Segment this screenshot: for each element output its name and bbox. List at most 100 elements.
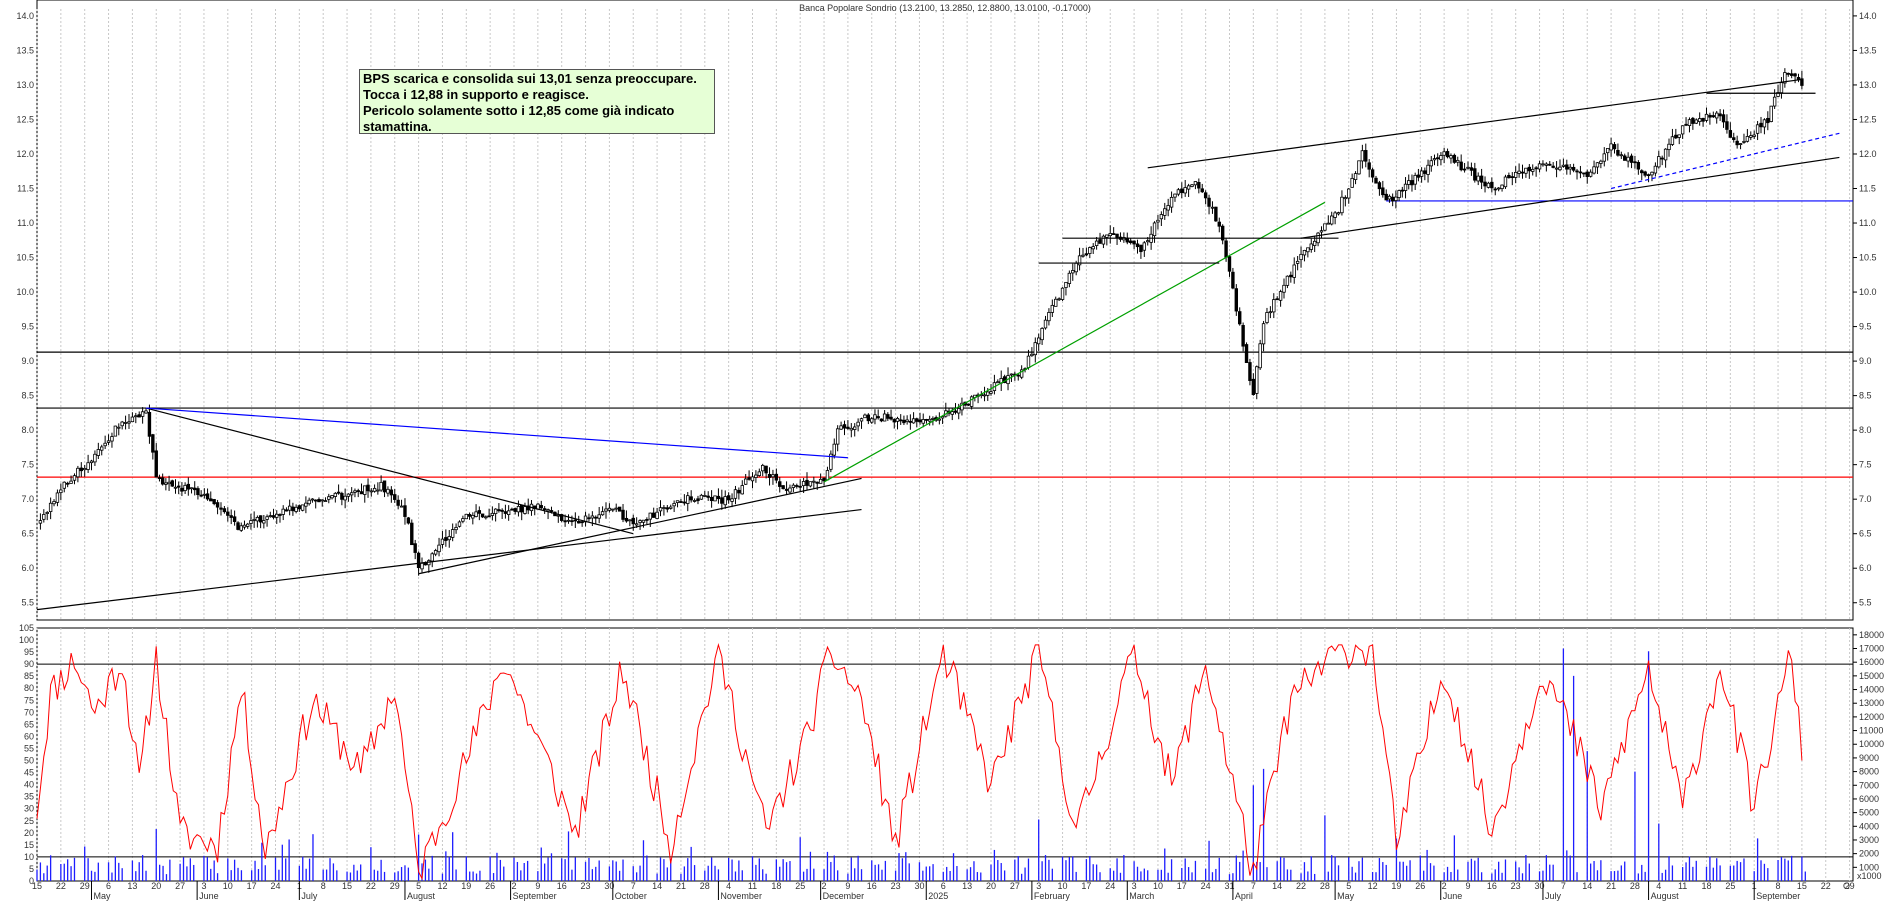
candle-body	[1176, 189, 1181, 195]
candle-body	[317, 499, 321, 503]
x-day-tick: 20	[986, 881, 996, 891]
candle-body	[669, 506, 673, 509]
candle-body	[399, 505, 404, 508]
candle-body	[1340, 196, 1344, 214]
x-day-tick: 21	[676, 881, 686, 891]
x-day-tick: 13	[962, 881, 972, 891]
candle-body	[1064, 281, 1068, 288]
candle-body	[1152, 222, 1157, 237]
candle-body	[516, 506, 521, 513]
candle-body	[366, 484, 370, 492]
candle-body	[658, 507, 663, 512]
candle-body	[1105, 234, 1109, 238]
candle-body	[327, 496, 331, 500]
candle-body	[1416, 174, 1421, 178]
candle-body	[1783, 72, 1787, 84]
candle-body	[1231, 271, 1235, 289]
candle-body	[1701, 117, 1705, 122]
x-month-tick: 2025	[928, 891, 948, 901]
osc-y-tick-left: 50	[24, 756, 34, 766]
candle-body	[1248, 362, 1252, 381]
candle-body	[1146, 240, 1150, 243]
candle-body	[281, 508, 285, 515]
x-month-tick: June	[199, 891, 219, 901]
candle-body	[1486, 182, 1491, 188]
candle-body	[808, 481, 813, 487]
candle-body	[500, 509, 504, 512]
candle-body	[406, 517, 411, 524]
osc-y-tick-left: 90	[24, 659, 34, 669]
price-y-tick-left: 10.0	[16, 287, 34, 297]
candle-body	[621, 509, 625, 520]
candle-body	[444, 537, 448, 541]
candle-body	[1565, 164, 1569, 170]
candle-body	[1749, 135, 1753, 138]
candle-body	[870, 418, 874, 423]
candle-body	[1238, 311, 1242, 325]
candle-body	[100, 446, 104, 451]
volume-y-tick-right: 12000	[1859, 712, 1884, 722]
candle-body	[1789, 73, 1794, 76]
candle-body	[349, 492, 354, 496]
candle-body	[577, 520, 581, 524]
candle-body	[1558, 166, 1562, 171]
candle-body	[320, 499, 324, 502]
candle-body	[1265, 312, 1269, 323]
x-day-tick: 28	[700, 881, 710, 891]
candle-body	[1183, 187, 1187, 194]
volume-y-tick-right: 2000	[1859, 849, 1879, 859]
candle-body	[723, 496, 727, 506]
candle-body	[1554, 167, 1559, 170]
candle-body	[1711, 115, 1716, 118]
note-line-1: BPS scarica e consolida sui 13,01 senza …	[363, 71, 697, 86]
candle-body	[430, 553, 434, 562]
candle-body	[856, 421, 860, 427]
candle-body	[1033, 342, 1037, 356]
candle-body	[597, 514, 601, 519]
candle-body	[1578, 171, 1583, 174]
candle-body	[1735, 140, 1739, 146]
candle-body	[1738, 143, 1743, 145]
candle-body	[376, 489, 380, 492]
candle-body	[1353, 173, 1358, 180]
candle-body	[1582, 172, 1586, 175]
candle-body	[1568, 166, 1572, 170]
candle-body	[570, 520, 574, 523]
x-day-tick: 19	[461, 881, 471, 891]
x-day-tick: 3	[1132, 881, 1137, 891]
candle-body	[631, 517, 635, 525]
candle-body	[52, 501, 56, 505]
candle-body	[379, 481, 383, 491]
x-day-tick: 22	[1296, 881, 1306, 891]
candle-body	[1725, 121, 1729, 130]
candle-body	[788, 487, 792, 493]
price-y-tick-left: 5.5	[21, 598, 34, 608]
x-day-tick: 26	[1415, 881, 1425, 891]
x-day-tick: 7	[631, 881, 636, 891]
candle-body	[480, 513, 485, 518]
candle-body	[1030, 353, 1034, 357]
candle-body	[720, 497, 724, 504]
osc-y-tick-left: 35	[24, 792, 34, 802]
candle-body	[1636, 162, 1641, 170]
candle-body	[59, 489, 63, 494]
x-day-tick: 27	[175, 881, 185, 891]
candle-body	[822, 477, 826, 482]
candle-body	[1548, 163, 1552, 166]
candle-body	[1490, 181, 1494, 189]
candle-body	[1459, 161, 1463, 171]
candle-body	[416, 552, 421, 569]
candle-body	[1496, 187, 1501, 190]
candle-body	[1677, 134, 1681, 138]
candle-body	[1060, 287, 1065, 300]
candle-body	[1394, 196, 1398, 201]
candle-body	[1772, 96, 1777, 107]
candle-body	[1050, 304, 1055, 313]
osc-y-tick-left: 65	[24, 719, 34, 729]
x-day-tick: 4	[1656, 881, 1661, 891]
candle-body	[1186, 185, 1191, 190]
candle-body	[879, 418, 884, 422]
price-y-tick-right: 12.5	[1859, 114, 1877, 124]
x-day-tick: 13	[127, 881, 137, 891]
